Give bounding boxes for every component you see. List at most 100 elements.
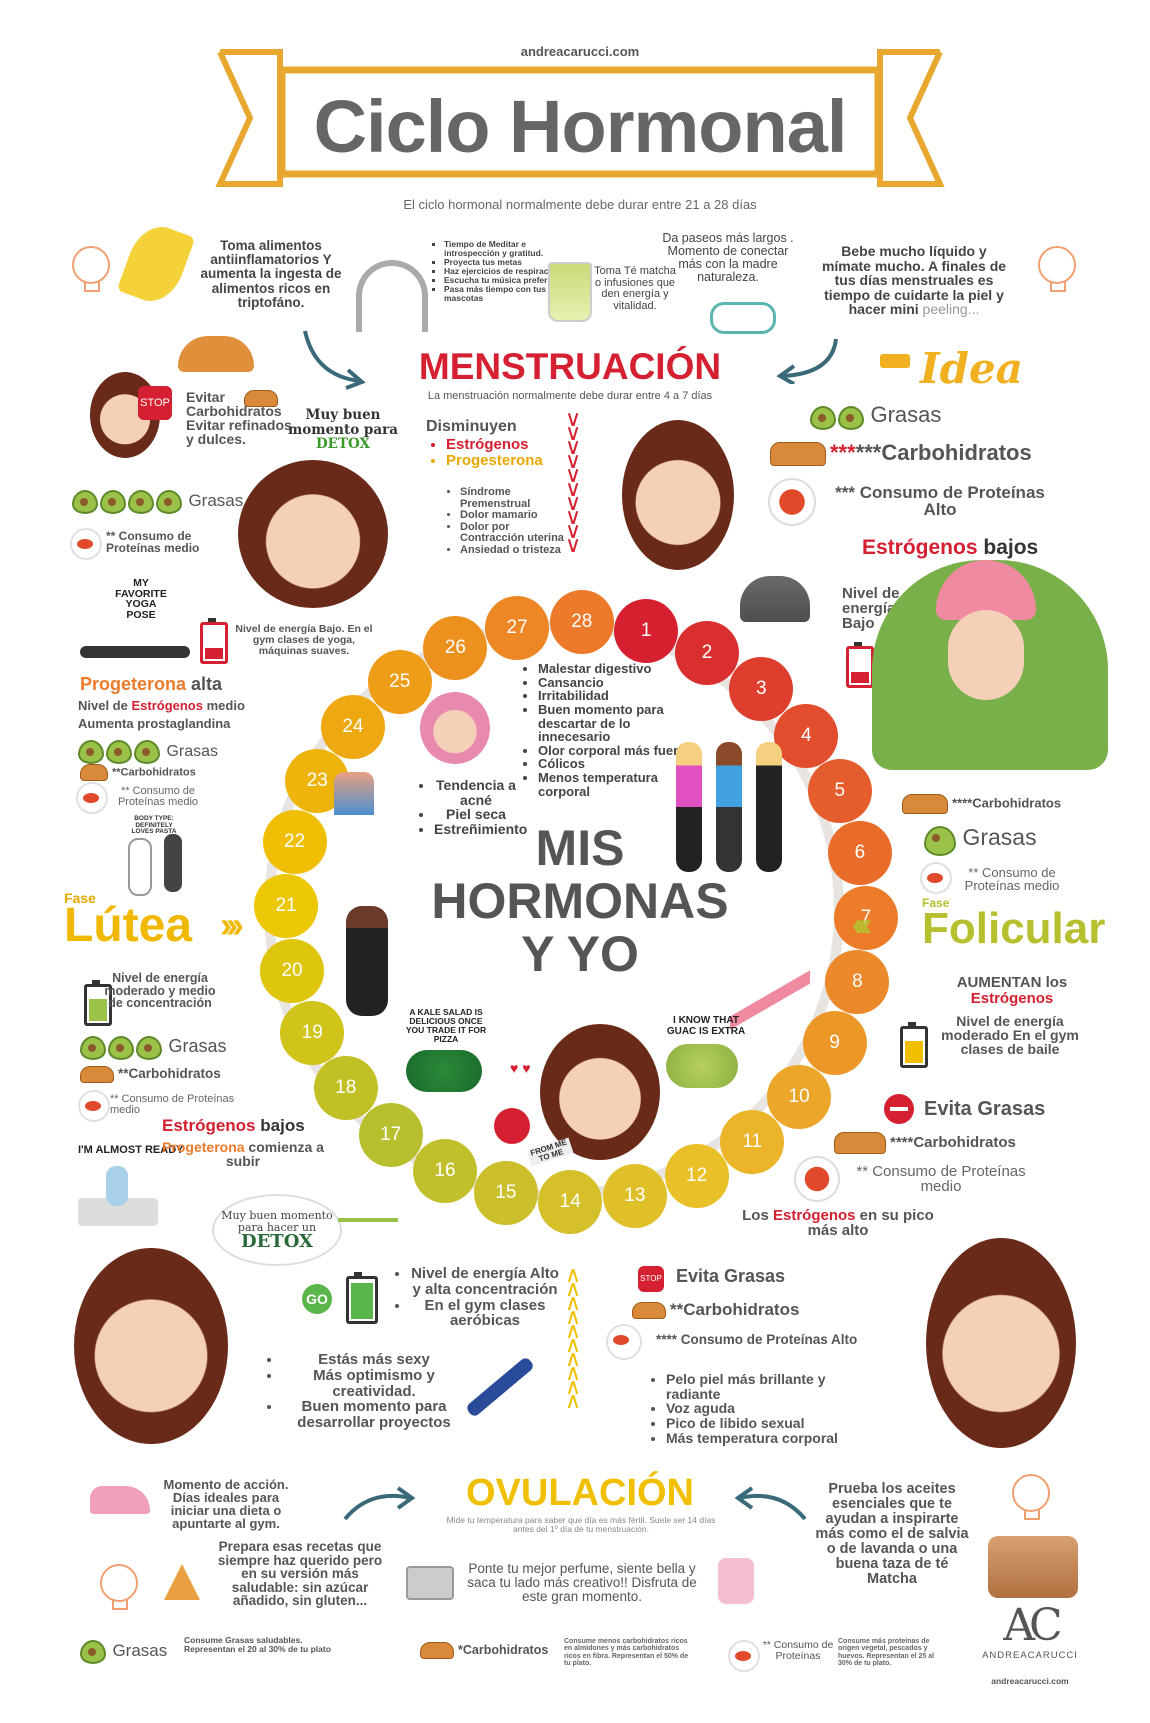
- list-item: Dolor por Contracción uterina: [460, 521, 570, 545]
- fish-plate-icon: [920, 862, 956, 894]
- avoid-carbs: Evitar Carbohidratos Evitar refinados y …: [186, 389, 292, 447]
- tip-perfume: Ponte tu mejor perfume, siente bella y s…: [467, 1561, 697, 1605]
- fish-plate-icon: [606, 1324, 646, 1360]
- avocado-icon: [810, 405, 836, 430]
- plug-icon: [880, 354, 910, 368]
- menstruacion-title: MENSTRUACIÓN: [418, 346, 722, 387]
- fish-plate-icon: [78, 1090, 114, 1122]
- list-item: Piel seca: [434, 807, 518, 822]
- avocado-icon: [838, 405, 864, 430]
- thought-bubble: Muy buen momento para hacer un DETOX: [212, 1194, 342, 1266]
- arrow-icon: [730, 1484, 810, 1524]
- list-item: Buen momento para desarrollar proyectos: [282, 1399, 466, 1431]
- list-item: Buen momento para descartar de lo innece…: [538, 703, 704, 744]
- guac-caption: I KNOW THAT GUAC IS EXTRA: [666, 1015, 746, 1037]
- lightbulb-icon: [72, 246, 110, 292]
- mood-list: Estás más sexy Más optimismo y creativid…: [268, 1352, 466, 1431]
- estrogen-label: Estrógenos: [970, 990, 1054, 1007]
- ballerina-icon: [730, 950, 810, 1070]
- list-item: Estás más sexy: [282, 1352, 466, 1368]
- lightbulb-icon: [1038, 246, 1076, 292]
- cycle-day: 13: [602, 1163, 667, 1228]
- cycle-day: 9: [802, 1011, 867, 1075]
- cycle-day: 3: [729, 656, 794, 721]
- list-item: Más temperatura corporal: [666, 1431, 866, 1446]
- list-item: Cansancio: [538, 675, 704, 690]
- skin-list: Tendencia a acné Piel seca Estreñimiento: [420, 778, 527, 837]
- kale-caption: A KALE SALAD IS DELICIOUS ONCE YOU TRADE…: [405, 1007, 487, 1044]
- mirror-icon: [128, 838, 152, 896]
- fish-plate-icon: [768, 478, 816, 526]
- woman-headache-illustration: [238, 460, 388, 608]
- cycle-day: 4: [774, 703, 839, 768]
- carbs-row: ****Carbohidratos: [902, 794, 1061, 814]
- carbs-row: ******Carbohidratos: [770, 440, 1032, 467]
- tip-oils: Prueba los aceites esenciales que te ayu…: [815, 1481, 969, 1588]
- center-title-line: Y YO: [521, 926, 639, 982]
- list-item: Síndrome Premenstrual: [460, 486, 570, 510]
- list-item: Menos temperatura corporal: [538, 771, 704, 798]
- mirror-caption: BODY TYPE: DEFINITELY LOVES PASTA: [131, 815, 177, 835]
- estrogen-low-label: Estrógenos bajos: [162, 1116, 305, 1135]
- protein-medium: ** Consumo de Proteínas medio: [856, 1163, 1026, 1195]
- heart-icon: ♥ ♥: [510, 1060, 531, 1076]
- site-url: andreacarucci.com: [520, 44, 640, 59]
- tea-cup-icon: [548, 262, 592, 322]
- cycle-day: 15: [473, 1161, 538, 1226]
- tip-recipes: Prepara esas recetas que siempre haz que…: [217, 1539, 383, 1608]
- headphones-icon: [356, 260, 428, 332]
- fish-plate-icon: [728, 1640, 764, 1672]
- estrogen-medium: Nivel de Estrógenos medio: [78, 698, 245, 713]
- woman-thinking-illustration: [74, 1248, 228, 1444]
- list-item: Estreñimiento: [434, 822, 527, 837]
- sneakers-icon: [90, 1486, 150, 1514]
- protein-high: *** Consumo de Proteínas Alto: [835, 483, 1045, 519]
- list-item: Tendencia a acné: [434, 778, 518, 808]
- protein-medium: ** Consumo de Proteínas medio: [117, 785, 199, 808]
- list-item: Más optimismo y creatividad.: [282, 1367, 466, 1400]
- list-item: Dolor mamario: [460, 510, 570, 522]
- protein-medium: ** Consumo de Proteínas medio: [106, 529, 200, 555]
- battery-medium-icon: [900, 1022, 928, 1068]
- cycle-day: 6: [827, 821, 892, 886]
- guacamole-bowl-icon: [666, 1044, 738, 1088]
- center-title-line: MIS: [535, 820, 625, 876]
- energy-list: Nivel de energía Alto y alta concentraci…: [396, 1266, 560, 1329]
- brand-name: ANDREACARUCCI: [982, 1650, 1078, 1661]
- protein-high: **** Consumo de Proteínas Alto: [656, 1332, 858, 1347]
- lutea-title: Lútea: [64, 899, 193, 952]
- list-item: Progesterona: [446, 452, 543, 469]
- cycle-day: 14: [538, 1169, 603, 1234]
- woman-sofa-icon: [106, 1166, 128, 1206]
- woman-mirror-icon: [164, 834, 182, 892]
- cycle-day: 10: [767, 1065, 832, 1130]
- rose-icon: [494, 1108, 530, 1144]
- disminuyen-label: Disminuyen: [426, 418, 517, 435]
- three-women-illustration: [672, 742, 788, 878]
- ovulation-test-icon: [464, 1355, 536, 1419]
- fase-label: Fase: [64, 890, 96, 906]
- pie-icon: [178, 336, 254, 372]
- chevron-down-icon: ∨ ∨ ∨ ∨ ∨ ∨ ∨ ∨ ∨ ∨: [564, 406, 582, 557]
- tip-walk: Da paseos más largos . Momento de conect…: [662, 231, 794, 285]
- list-item: Irritabilidad: [538, 689, 704, 703]
- arrow-icon: [776, 338, 838, 384]
- grasas-row: Grasas: [924, 824, 1037, 856]
- energy-low-right: Nivel de energía Bajo: [842, 585, 900, 632]
- battery-full-icon: [346, 1272, 378, 1324]
- folicular-title: Folicular: [922, 904, 1106, 953]
- list-item: En el gym clases aeróbicas: [410, 1297, 560, 1330]
- cycle-day: 22: [262, 809, 327, 874]
- woman-toilet-icon: [334, 772, 374, 844]
- cycle-day: 8: [825, 950, 890, 1015]
- tip-drink: Bebe mucho líquido y mímate mucho. A fin…: [821, 243, 1007, 318]
- chevron-up-icon: ∧ ∧ ∧ ∧ ∧ ∧ ∧ ∧ ∧ ∧: [564, 1262, 582, 1413]
- carbs-row: **Carbohidratos: [80, 1066, 221, 1083]
- arrow-icon: [303, 330, 366, 390]
- list-item: Haz ejercicios de respiración: [444, 266, 584, 276]
- avoid-fats: Evita Grasas: [924, 1098, 1046, 1120]
- kale-bowl-icon: [406, 1050, 482, 1092]
- legend-protein: ** Consumo de Proteínas: [762, 1639, 834, 1662]
- cycle-day: 21: [254, 874, 319, 939]
- list-item: Pelo piel más brillante y radiante: [666, 1372, 866, 1402]
